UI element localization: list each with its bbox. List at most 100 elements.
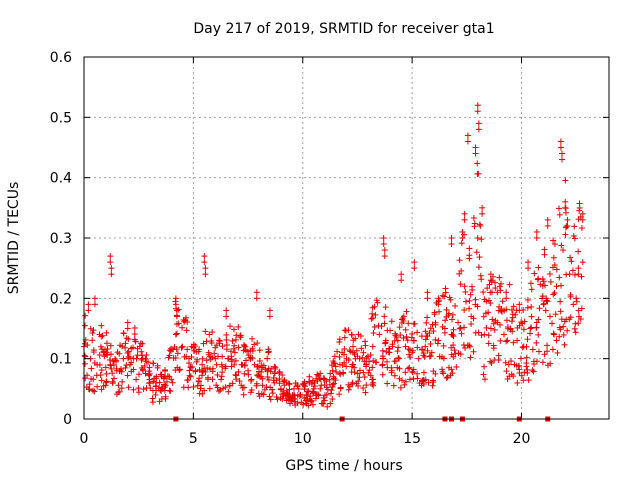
data-point xyxy=(337,384,344,391)
data-point xyxy=(374,299,381,306)
peak-point xyxy=(107,259,114,266)
data-point xyxy=(558,282,565,289)
data-point xyxy=(264,373,271,380)
data-point xyxy=(219,369,226,376)
data-point xyxy=(186,372,193,379)
data-point xyxy=(219,353,226,360)
data-point xyxy=(419,378,426,385)
peak-point xyxy=(173,313,180,320)
x-axis-label: GPS time / hours xyxy=(285,458,402,474)
data-point xyxy=(494,319,501,326)
data-point xyxy=(486,281,493,288)
data-point xyxy=(391,372,398,379)
data-point xyxy=(518,372,525,379)
data-point xyxy=(528,286,535,293)
data-point xyxy=(422,343,429,350)
data-point xyxy=(277,385,284,392)
data-point xyxy=(402,369,409,376)
data-point xyxy=(232,336,239,343)
data-point xyxy=(141,362,148,369)
peak-point xyxy=(350,349,357,356)
data-point xyxy=(214,371,221,378)
data-point xyxy=(535,348,542,355)
data-point xyxy=(363,382,370,389)
data-point xyxy=(159,385,166,392)
data-point xyxy=(456,325,463,332)
data-point xyxy=(369,315,376,322)
data-point xyxy=(449,316,456,323)
data-point xyxy=(420,369,427,376)
data-point xyxy=(343,363,350,370)
data-point xyxy=(371,303,378,310)
data-point xyxy=(520,377,527,384)
data-point xyxy=(297,391,304,398)
x-tick-label: 10 xyxy=(294,431,312,447)
data-point xyxy=(466,305,473,312)
data-point xyxy=(376,331,383,338)
data-point xyxy=(176,367,183,374)
data-point xyxy=(82,322,89,329)
data-point xyxy=(453,363,460,370)
y-tick-label: 0.5 xyxy=(50,110,72,126)
data-point xyxy=(184,377,191,384)
peak-point xyxy=(579,210,586,217)
data-point xyxy=(361,373,368,380)
peak-point xyxy=(223,307,230,314)
data-point xyxy=(206,385,213,392)
data-point xyxy=(405,320,412,327)
data-point xyxy=(332,377,339,384)
data-point xyxy=(571,271,578,278)
data-point xyxy=(382,340,389,347)
data-point xyxy=(409,368,416,375)
data-point xyxy=(223,336,230,343)
peak-point xyxy=(448,235,455,241)
data-point xyxy=(126,354,133,361)
data-point xyxy=(186,367,193,374)
peak-point xyxy=(380,235,387,241)
data-point xyxy=(258,390,265,397)
data-point xyxy=(551,331,558,338)
data-point xyxy=(388,364,395,371)
data-point xyxy=(348,331,355,338)
data-point xyxy=(414,344,421,351)
data-point xyxy=(461,307,468,314)
data-point xyxy=(321,397,328,404)
data-point xyxy=(229,380,236,387)
x-tick-label: 0 xyxy=(80,431,89,447)
data-point xyxy=(570,301,577,308)
peak-point xyxy=(474,102,481,109)
data-point xyxy=(370,357,377,364)
data-point xyxy=(553,283,560,290)
data-point xyxy=(514,324,521,331)
data-point xyxy=(94,383,101,390)
data-point xyxy=(166,352,173,359)
peak-point xyxy=(124,319,131,326)
data-point xyxy=(219,343,226,350)
data-point xyxy=(541,351,548,358)
data-point xyxy=(449,370,456,377)
data-point xyxy=(152,391,159,398)
data-point xyxy=(320,375,327,382)
data-point xyxy=(385,345,392,352)
data-point xyxy=(235,323,242,330)
peak-point xyxy=(266,313,273,320)
data-point xyxy=(434,340,441,347)
data-point xyxy=(312,395,319,402)
data-point xyxy=(249,347,256,354)
data-point xyxy=(349,379,356,386)
data-point xyxy=(153,379,160,386)
data-point xyxy=(126,361,133,368)
data-point xyxy=(125,384,132,391)
data-point xyxy=(318,400,325,407)
data-point xyxy=(446,310,453,317)
data-point xyxy=(122,344,129,351)
data-point xyxy=(184,346,191,353)
data-point xyxy=(490,320,497,327)
data-point xyxy=(82,312,89,319)
data-point xyxy=(199,355,206,362)
data-point xyxy=(369,343,376,350)
data-point xyxy=(190,344,197,351)
peak-point xyxy=(557,144,564,151)
data-point xyxy=(379,371,386,378)
data-point xyxy=(368,315,375,322)
